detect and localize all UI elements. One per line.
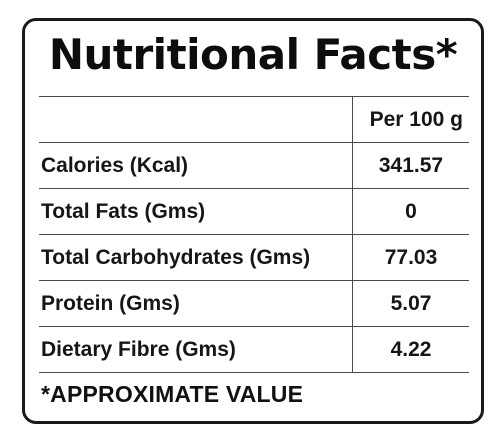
nutrient-value: 4.22 [352,327,469,372]
nutrient-name: Dietary Fibre (Gms) [41,337,236,361]
nutrition-label: Nutritional Facts* Per 100 g Calories (K… [22,18,484,424]
nutrient-name: Total Carbohydrates (Gms) [41,245,311,269]
nutrient-name: Protein (Gms) [41,291,180,315]
nutrient-value: 5.07 [352,281,469,326]
nutrient-value: 0 [352,189,469,234]
table-row-total-carbohydrates: Total Carbohydrates (Gms) 77.03 [39,235,469,281]
header-per-100g: Per 100 g [352,97,469,142]
label-title: Nutritional Facts* [48,30,458,79]
header-nutrient-cell [39,97,352,142]
nutrient-value: 77.03 [352,235,469,280]
table-row-calories: Calories (Kcal) 341.57 [39,143,469,189]
nutrient-name: Total Fats (Gms) [41,199,206,223]
table-row-dietary-fibre: Dietary Fibre (Gms) 4.22 [39,327,469,373]
nutrient-name: Calories (Kcal) [41,153,189,177]
table-header-row: Per 100 g [39,97,469,143]
nutrient-value: 341.57 [352,143,469,188]
table-row-total-fats: Total Fats (Gms) 0 [39,189,469,235]
table-row-protein: Protein (Gms) 5.07 [39,281,469,327]
approximate-value-footnote: *APPROXIMATE VALUE [41,381,304,407]
nutrition-table: Per 100 g Calories (Kcal) 341.57 Total F… [39,96,469,373]
